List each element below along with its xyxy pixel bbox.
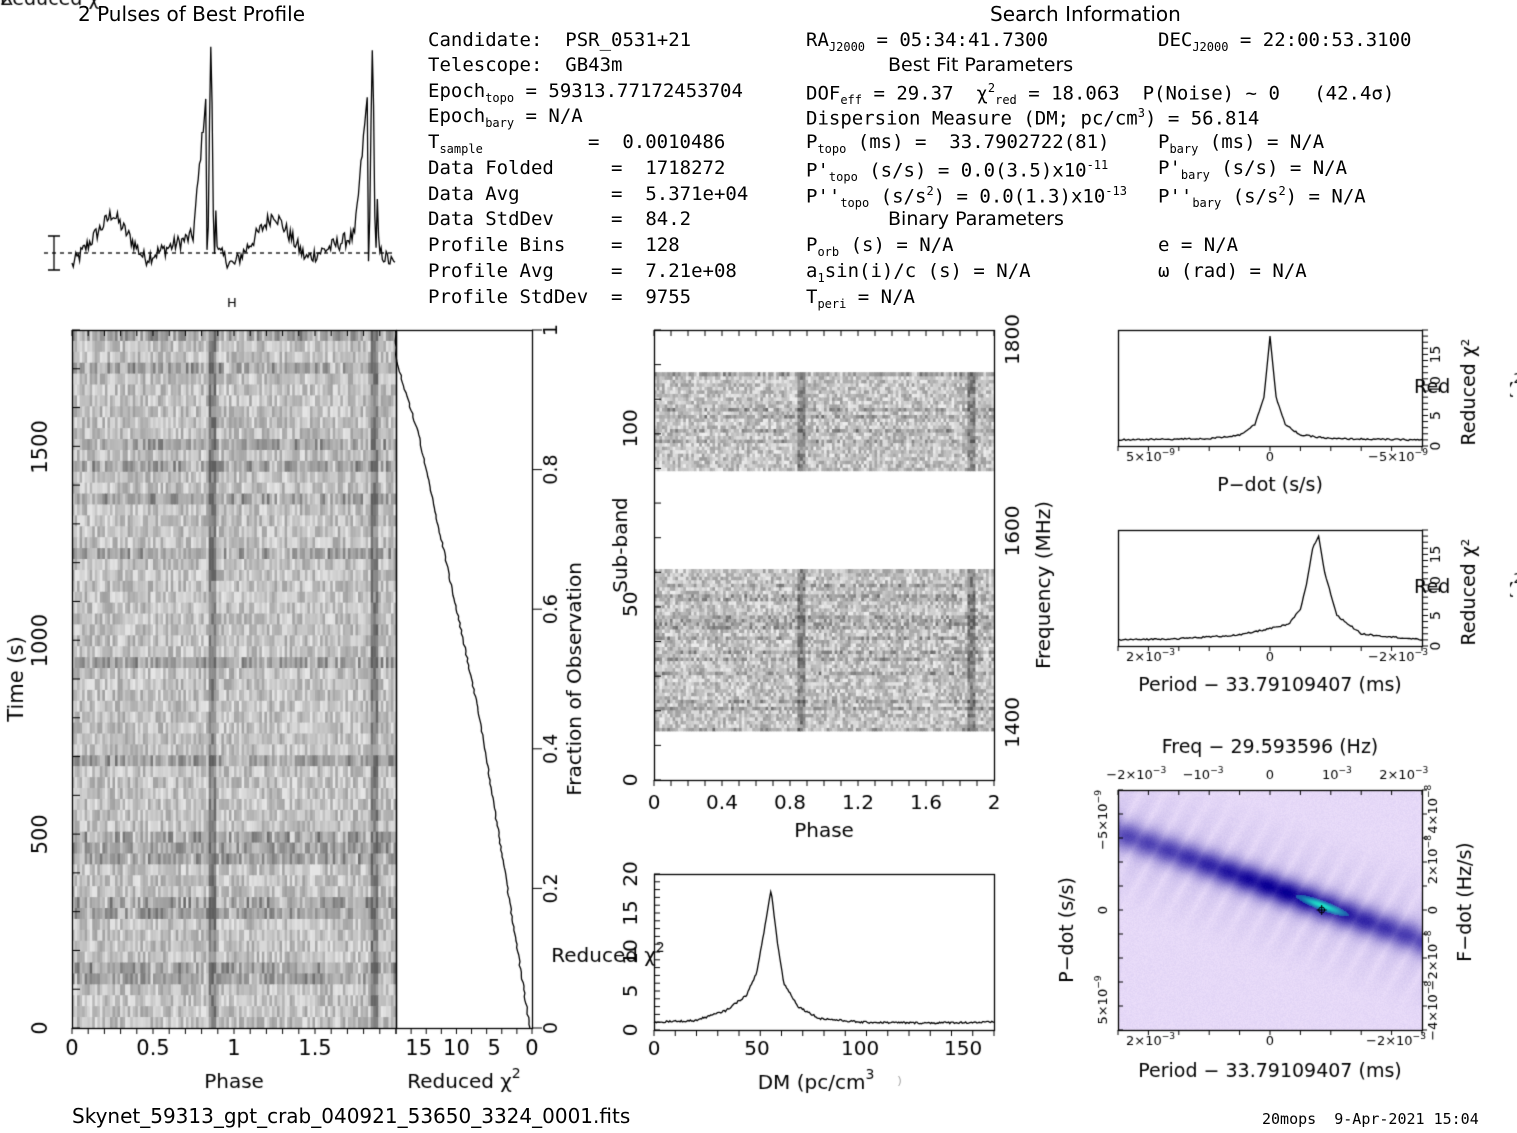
omega-line: ω (rad) = N/A [1158,260,1307,282]
profile-stddev-line: Profile StdDev = 9755 [428,286,692,308]
pdot-bary-line: P'bary (s/s) = N/A [1158,157,1348,182]
filename: Skynet_59313_gpt_crab_040921_53650_3324_… [72,1104,631,1128]
search-title: Search Information [990,2,1181,26]
binary-title: Binary Parameters [888,208,1064,230]
e-line: e = N/A [1158,234,1239,256]
porb-line: Porb (s) = N/A [806,234,954,259]
telescope-line: Telescope: GB43m [428,54,623,76]
p-bary-line: Pbary (ms) = N/A [1158,131,1325,156]
epoch-bary-line: Epochbary = N/A [428,105,583,130]
candidate-line: Candidate: PSR_0531+21 [428,29,692,51]
profile-bins-line: Profile Bins = 128 [428,234,680,256]
best-fit-title: Best Fit Parameters [888,54,1074,76]
p-topo-line: Ptopo (ms) = 33.7902722(81) [806,131,1110,156]
dof-line: DOFeff = 29.37 χ2red = 18.063 P(Noise) ~… [806,81,1395,108]
pddot-bary-line: P''bary (s/s2) = N/A [1158,184,1366,211]
dm-line: Dispersion Measure (DM; pc/cm3) = 56.814 [806,106,1260,130]
profile-avg-line: Profile Avg = 7.21e+08 [428,260,737,282]
tsample-value: = 0.0010486 [588,131,726,153]
dec-line: DECJ2000 = 22:00:53.3100 [1158,29,1412,54]
a1sini-line: a1sin(i)/c (s) = N/A [806,260,1031,285]
tperi-line: Tperi = N/A [806,286,915,311]
pddot-topo-line: P''topo (s/s2) = 0.0(1.3)x10-13 [806,184,1127,211]
ra-line: RAJ2000 = 05:34:41.7300 [806,29,1049,54]
data-folded-line: Data Folded = 1718272 [428,157,726,179]
epoch-topo-line: Epochtopo = 59313.77172453704 [428,80,743,105]
timestamp: 20mops 9-Apr-2021 15:04 [1262,1110,1479,1128]
pdot-topo-line: P'topo (s/s) = 0.0(3.5)x10-11 [806,158,1109,185]
profile-title: 2 Pulses of Best Profile [78,2,305,26]
data-avg-line: Data Avg = 5.371e+04 [428,183,749,205]
data-stddev-line: Data StdDev = 84.2 [428,208,692,230]
tsample-line: Tsample [428,131,483,156]
